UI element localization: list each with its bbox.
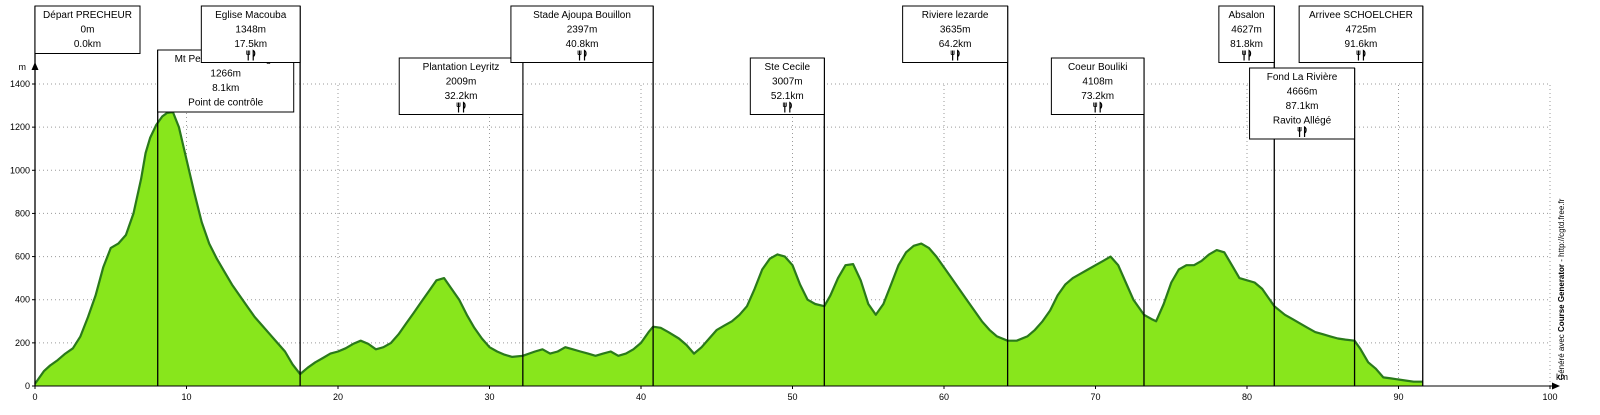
checkpoint-name: Stade Ajoupa Bouillon [533,10,631,21]
x-tick-label: 0 [32,392,37,402]
checkpoint-box-frame [1218,5,1275,63]
y-tick-label: 1000 [10,165,30,175]
checkpoint-altitude: 4725m [1346,25,1377,36]
checkpoint-altitude: 4666m [1287,87,1318,98]
checkpoint-name: Départ PRECHEUR [43,10,132,21]
checkpoint-box: Ste Cecile 3007m 52.1km [749,57,825,115]
checkpoint-box: Fond La Rivière 4666m 87.1km Ravito Allégé [1249,67,1356,140]
checkpoint-distance: 8.1km [212,83,239,94]
fork-knife-icon [246,49,256,61]
profile-area [34,110,1423,386]
y-tick-label: 1200 [10,122,30,132]
checkpoint-altitude: 2397m [567,25,598,36]
checkpoint-box: Plantation Leyritz 2009m 32.2km [398,57,524,115]
y-tick-label: 400 [15,295,30,305]
elevation-area [35,112,1423,386]
checkpoint-name: Ste Cecile [765,62,811,73]
x-tick-label: 20 [333,392,343,402]
x-tick-label: 60 [939,392,949,402]
fork-knife-icon [1297,126,1307,137]
x-tick-label: 100 [1542,392,1557,402]
x-tick-label: 70 [1090,392,1100,402]
checkpoint-box: Arrivee SCHOELCHER 4725m 91.6km [1298,5,1424,63]
checkpoint-box: Stade Ajoupa Bouillon 2397m 40.8km [510,5,654,63]
checkpoint-distance: 17.5km [234,39,267,50]
checkpoint-altitude: 4627m [1231,25,1262,36]
checkpoint-distance: 0.0km [74,39,101,50]
x-tick-label: 40 [636,392,646,402]
x-tick-label: 30 [484,392,494,402]
y-axis-label: m [19,62,27,72]
fork-knife-icon [1356,49,1366,61]
y-tick-label: 800 [15,208,30,218]
fork-knife-icon [577,49,587,61]
checkpoint-box-frame [200,5,301,63]
y-tick-label: 200 [15,338,30,348]
checkpoint-box: Coeur Bouliki 4108m 73.2km [1050,57,1145,115]
x-axis-label: km [1556,372,1568,382]
checkpoint-box: Riviere lezarde 3635m 64.2km [902,5,1009,63]
checkpoint-box: Départ PRECHEUR 0m 0.0km [34,5,141,54]
credit-suffix: - http://cgtd.free.fr [1557,198,1566,264]
x-tick-label: 10 [181,392,191,402]
checkpoint-altitude: 2009m [446,77,477,88]
checkpoint-name: Coeur Bouliki [1068,62,1127,73]
credit-prefix: Généré avec [1557,332,1566,380]
fork-knife-icon [950,49,960,61]
fork-knife-icon [1093,101,1103,113]
checkpoint-name: Arrivee SCHOELCHER [1309,10,1413,21]
fork-knife-icon [456,101,466,113]
checkpoint-box: Eglise Macouba 1348m 17.5km [200,5,301,63]
checkpoint-distance: 87.1km [1286,101,1319,112]
checkpoint-altitude: 3635m [940,25,971,36]
fork-knife-icon [1242,49,1252,61]
y-tick-label: 0 [25,381,30,391]
checkpoint-box-frame [902,5,1009,63]
checkpoint-distance: 73.2km [1081,91,1114,102]
elevation-line [34,110,1423,385]
x-tick-label: 90 [1393,392,1403,402]
credit: Généré avec Course Generator - http://cg… [1557,198,1566,380]
credit-text: Généré avec Course Generator - http://cg… [1557,198,1566,380]
checkpoint-box-frame [398,57,524,115]
checkpoint-altitude: 3007m [772,77,803,88]
credit-brand: Course Generator [1557,264,1566,332]
x-axis-arrow [1552,382,1560,390]
checkpoint-box-frame [1249,67,1356,140]
y-tick-label: 600 [15,252,30,262]
checkpoint-box-frame [749,57,825,115]
checkpoint-altitude: 1266m [210,69,241,80]
y-tick-label: 1400 [10,79,30,89]
checkpoint-name: Eglise Macouba [215,10,287,21]
checkpoint-altitude: 4108m [1082,77,1113,88]
checkpoint-note: Ravito Allégé [1273,116,1332,127]
checkpoint-box-frame [510,5,654,63]
x-tick-label: 80 [1242,392,1252,402]
checkpoint-altitude: 0m [81,25,95,36]
checkpoint-note: Point de contrôle [188,98,263,109]
checkpoint-box-frame [1298,5,1424,63]
checkpoint-box-frame [1050,57,1145,115]
checkpoint-box-frame [34,5,141,54]
checkpoint-name: Plantation Leyritz [423,62,500,73]
x-tick-label: 50 [787,392,797,402]
checkpoint-distance: 81.8km [1230,39,1263,50]
checkpoint-altitude: 1348m [235,25,266,36]
checkpoint-distance: 91.6km [1345,39,1378,50]
checkpoint-name: Absalon [1228,10,1264,21]
fork-knife-icon [782,101,792,113]
checkpoint-distance: 64.2km [939,39,972,50]
checkpoint-distance: 32.2km [445,91,478,102]
checkpoint-name: Fond La Rivière [1267,72,1338,83]
checkpoint-box: Absalon 4627m 81.8km [1218,5,1275,63]
checkpoint-distance: 40.8km [566,39,599,50]
checkpoint-name: Riviere lezarde [922,10,989,21]
checkpoint-distance: 52.1km [771,91,804,102]
